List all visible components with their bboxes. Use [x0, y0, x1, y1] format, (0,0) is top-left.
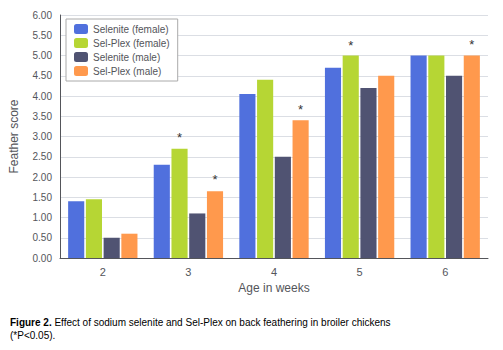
svg-text:*: *: [177, 130, 182, 145]
svg-text:0.50: 0.50: [33, 232, 53, 243]
svg-text:4: 4: [271, 266, 277, 278]
svg-text:5.00: 5.00: [33, 50, 53, 61]
svg-text:5.50: 5.50: [33, 30, 53, 41]
svg-text:1.00: 1.00: [33, 212, 53, 223]
svg-text:3: 3: [185, 266, 191, 278]
svg-text:*: *: [469, 37, 474, 52]
svg-text:2.50: 2.50: [33, 151, 53, 162]
svg-text:Age in weeks: Age in weeks: [238, 281, 309, 295]
svg-text:2.00: 2.00: [33, 172, 53, 183]
svg-text:4.50: 4.50: [33, 70, 53, 81]
svg-text:3.50: 3.50: [33, 111, 53, 122]
svg-text:(*P<0.05).: (*P<0.05).: [10, 330, 55, 341]
svg-text:*: *: [348, 38, 353, 53]
svg-text:4.00: 4.00: [33, 91, 53, 102]
svg-text:Feather score: Feather score: [7, 99, 21, 173]
svg-text:1.50: 1.50: [33, 192, 53, 203]
svg-text:Sel-Plex (male): Sel-Plex (male): [93, 66, 161, 77]
svg-text:Effect of sodium selenite and: Effect of sodium selenite and Sel-Plex o…: [52, 317, 391, 328]
svg-text:3.00: 3.00: [33, 131, 53, 142]
svg-text:*: *: [212, 172, 217, 187]
svg-text:*: *: [298, 102, 303, 117]
svg-text:Sel-Plex (female): Sel-Plex (female): [93, 38, 170, 49]
svg-text:6: 6: [442, 266, 448, 278]
svg-text:0.00: 0.00: [33, 253, 53, 264]
svg-text:Selenite (female): Selenite (female): [93, 24, 169, 35]
svg-text:6.00: 6.00: [33, 10, 53, 21]
svg-text:5: 5: [357, 266, 363, 278]
svg-text:2: 2: [100, 266, 106, 278]
svg-text:Selenite (male): Selenite (male): [93, 52, 160, 63]
svg-text:Figure 2.: Figure 2.: [10, 317, 52, 328]
